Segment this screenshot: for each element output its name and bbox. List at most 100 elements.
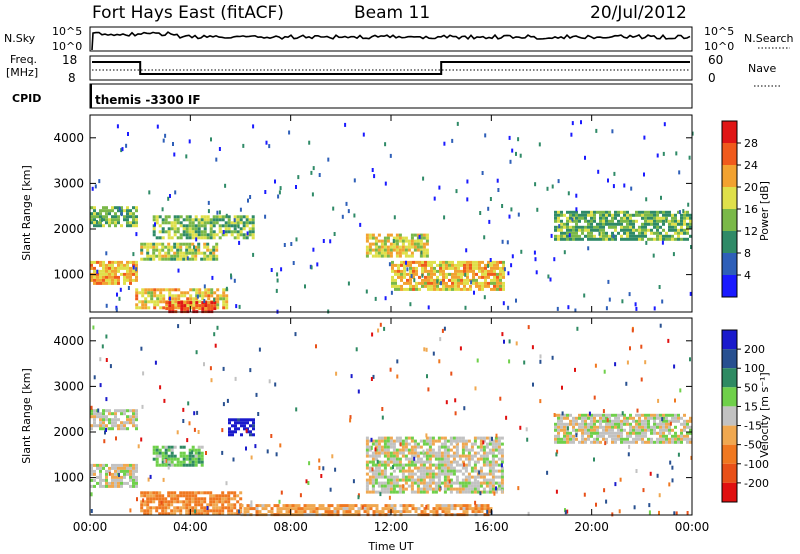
heatmap-cell	[389, 251, 393, 255]
heatmap-cell	[165, 301, 169, 305]
heatmap-cell	[404, 475, 408, 479]
heatmap-cell	[656, 219, 659, 223]
heatmap-cell	[581, 231, 584, 235]
heatmap-cell	[596, 228, 599, 232]
heatmap-cell	[102, 266, 105, 270]
heatmap-cell	[105, 269, 108, 273]
heatmap-cell	[560, 440, 563, 444]
heatmap-cell	[425, 472, 429, 476]
heatmap-cell	[671, 428, 674, 432]
heatmap-speckle	[603, 369, 606, 374]
heatmap-cell	[242, 224, 246, 228]
heatmap-cell	[575, 219, 578, 223]
heatmap-cell	[662, 213, 665, 217]
heatmap-cell	[638, 422, 641, 426]
heatmap-cell	[404, 236, 408, 240]
heatmap-cell	[569, 213, 572, 217]
heatmap-cell	[371, 478, 375, 482]
heatmap-cell	[117, 466, 120, 470]
heatmap-cell	[383, 254, 387, 258]
heatmap-speckle	[318, 465, 321, 470]
heatmap-cell	[402, 504, 406, 508]
heatmap-cell	[656, 440, 659, 444]
heatmap-cell	[482, 451, 486, 455]
heatmap-cell	[93, 478, 96, 482]
heatmap-cell	[297, 510, 301, 514]
heatmap-cell	[629, 431, 632, 435]
heatmap-cell	[665, 416, 668, 420]
heatmap-cell	[126, 260, 129, 264]
heatmap-cell	[683, 425, 686, 429]
heatmap-cell	[138, 306, 142, 310]
heatmap-cell	[500, 451, 504, 455]
heatmap-cell	[200, 460, 204, 464]
heatmap-cell	[191, 242, 195, 246]
heatmap-speckle	[90, 492, 93, 497]
heatmap-cell	[487, 275, 490, 279]
heatmap-speckle	[371, 168, 374, 172]
heatmap-cell	[221, 497, 225, 501]
heatmap-cell	[192, 303, 196, 307]
heatmap-cell	[176, 506, 180, 510]
heatmap-speckle	[173, 152, 176, 157]
heatmap-cell	[152, 257, 156, 261]
heatmap-cell	[171, 304, 175, 308]
heatmap-cell	[464, 439, 468, 443]
heatmap-cell	[170, 512, 174, 516]
heatmap-cell	[105, 409, 108, 413]
heatmap-speckle	[270, 434, 273, 438]
heatmap-cell	[191, 248, 195, 252]
heatmap-cell	[683, 428, 686, 432]
heatmap-cell	[662, 428, 665, 432]
heatmap-cell	[377, 448, 381, 452]
heatmap-cell	[677, 237, 680, 241]
heatmap-cell	[129, 278, 132, 282]
heatmap-speckle	[660, 195, 662, 200]
heatmap-cell	[123, 218, 126, 222]
heatmap-cell	[185, 218, 189, 222]
heatmap-cell	[321, 507, 325, 511]
heatmap-cell	[126, 427, 129, 431]
heatmap-cell	[203, 500, 207, 504]
heatmap-cell	[404, 248, 408, 252]
heatmap-cell	[188, 230, 192, 234]
heatmap-cell	[435, 510, 439, 514]
heatmap-cell	[605, 428, 608, 432]
heatmap-cell	[449, 436, 453, 440]
heatmap-cell	[650, 216, 653, 220]
velocity-colorbar-label: Velocity [m s⁻¹]	[758, 372, 771, 457]
heatmap-cell	[590, 234, 593, 238]
heatmap-cell	[554, 234, 557, 238]
heatmap-cell	[599, 234, 602, 238]
heatmap-cell	[176, 257, 180, 261]
heatmap-cell	[400, 287, 403, 291]
heatmap-cell	[419, 469, 423, 473]
heatmap-cell	[132, 466, 135, 470]
heatmap-cell	[647, 419, 650, 423]
heatmap-cell	[617, 416, 620, 420]
heatmap-speckle	[502, 301, 505, 306]
heatmap-cell	[599, 219, 602, 223]
heatmap-cell	[224, 221, 228, 225]
heatmap-speckle	[551, 355, 554, 360]
heatmap-cell	[458, 436, 462, 440]
heatmap-cell	[114, 484, 117, 488]
heatmap-cell	[195, 301, 199, 305]
heatmap-cell	[410, 245, 414, 249]
heatmap-cell	[410, 463, 414, 467]
heatmap-cell	[371, 475, 375, 479]
heatmap-cell	[473, 487, 477, 491]
heatmap-speckle	[148, 190, 151, 195]
velocity-colorbar-swatch	[722, 330, 737, 350]
heatmap-cell	[596, 225, 599, 229]
heatmap-cell	[464, 463, 468, 467]
heatmap-cell	[572, 434, 575, 438]
heatmap-cell	[422, 254, 426, 258]
heatmap-cell	[623, 219, 626, 223]
heatmap-cell	[479, 472, 483, 476]
heatmap-speckle	[234, 376, 237, 381]
heatmap-cell	[164, 218, 168, 222]
heatmap-cell	[155, 448, 159, 452]
heatmap-cell	[413, 233, 417, 237]
heatmap-cell	[614, 440, 617, 444]
